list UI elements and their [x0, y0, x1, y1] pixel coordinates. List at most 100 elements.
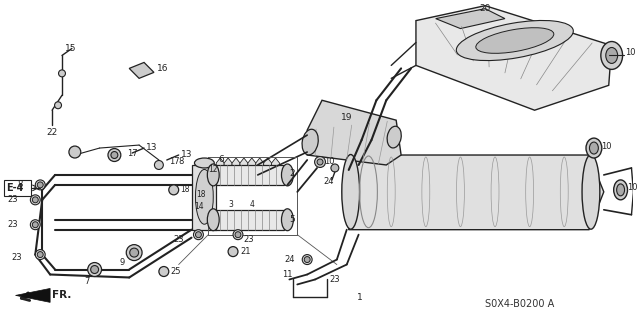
Ellipse shape: [154, 160, 163, 169]
Ellipse shape: [304, 256, 310, 263]
Text: FR.: FR.: [52, 290, 72, 300]
Polygon shape: [15, 288, 50, 302]
Ellipse shape: [456, 20, 573, 61]
Text: 10: 10: [601, 142, 611, 151]
Text: 13: 13: [180, 150, 192, 159]
Polygon shape: [129, 63, 154, 78]
Ellipse shape: [282, 164, 293, 186]
Text: 1: 1: [356, 293, 362, 302]
Text: 11: 11: [282, 270, 293, 279]
Text: 22: 22: [47, 128, 58, 137]
Text: 16: 16: [157, 64, 168, 73]
Polygon shape: [240, 158, 248, 182]
Text: 18: 18: [196, 190, 206, 199]
Polygon shape: [416, 6, 612, 110]
Text: 23: 23: [12, 253, 22, 262]
Ellipse shape: [195, 158, 214, 168]
Text: 2: 2: [289, 169, 295, 178]
Ellipse shape: [317, 159, 323, 165]
Ellipse shape: [30, 195, 40, 205]
Text: 12: 12: [208, 166, 218, 174]
Ellipse shape: [589, 142, 598, 154]
Ellipse shape: [108, 149, 121, 161]
Bar: [4, 180, 31, 196]
Ellipse shape: [586, 138, 602, 158]
Polygon shape: [216, 158, 224, 182]
Text: 13: 13: [146, 143, 157, 152]
Ellipse shape: [235, 232, 241, 238]
Text: 5: 5: [289, 215, 295, 224]
Ellipse shape: [282, 209, 293, 231]
Text: 23: 23: [8, 195, 19, 204]
Text: 8: 8: [17, 180, 22, 189]
Text: 21: 21: [240, 247, 250, 256]
Ellipse shape: [331, 164, 339, 172]
Text: 23: 23: [243, 235, 253, 244]
Text: 19: 19: [341, 113, 353, 122]
Ellipse shape: [233, 230, 243, 240]
Ellipse shape: [169, 185, 179, 195]
Ellipse shape: [69, 146, 81, 158]
Text: 10: 10: [324, 158, 335, 167]
Text: 23: 23: [173, 235, 184, 244]
Text: 24: 24: [285, 255, 295, 264]
Polygon shape: [307, 100, 401, 165]
Bar: [191, 165, 216, 230]
Ellipse shape: [35, 180, 45, 190]
Text: 6: 6: [218, 155, 224, 165]
Ellipse shape: [582, 154, 600, 229]
Ellipse shape: [207, 164, 219, 186]
Ellipse shape: [614, 180, 628, 200]
Text: 23: 23: [329, 275, 340, 284]
Text: 4: 4: [250, 200, 255, 209]
Text: 25: 25: [171, 267, 181, 276]
Text: 20: 20: [479, 4, 491, 13]
Text: 10: 10: [628, 183, 638, 192]
Ellipse shape: [315, 157, 326, 167]
Polygon shape: [248, 158, 256, 182]
Ellipse shape: [35, 249, 45, 260]
Ellipse shape: [54, 102, 61, 109]
Ellipse shape: [387, 126, 401, 148]
Text: 8: 8: [178, 158, 184, 167]
Ellipse shape: [342, 154, 360, 229]
Text: 15: 15: [65, 44, 76, 53]
Ellipse shape: [33, 197, 38, 203]
Polygon shape: [271, 158, 280, 182]
Ellipse shape: [37, 252, 44, 257]
Ellipse shape: [33, 222, 38, 228]
Ellipse shape: [195, 169, 213, 224]
Text: 17: 17: [169, 158, 179, 167]
Ellipse shape: [130, 248, 139, 257]
Polygon shape: [256, 158, 264, 182]
Text: 18: 18: [180, 185, 190, 194]
Text: 14: 14: [195, 202, 204, 211]
Ellipse shape: [195, 232, 202, 238]
Text: 7: 7: [84, 277, 90, 286]
Ellipse shape: [37, 182, 44, 188]
Ellipse shape: [601, 41, 623, 70]
Ellipse shape: [302, 255, 312, 264]
Ellipse shape: [606, 48, 618, 63]
Ellipse shape: [159, 267, 169, 277]
Ellipse shape: [111, 152, 118, 159]
Text: 23: 23: [8, 220, 19, 229]
Text: S0X4-B0200 A: S0X4-B0200 A: [485, 299, 554, 309]
Text: E-4: E-4: [6, 183, 23, 193]
Ellipse shape: [617, 184, 625, 196]
Polygon shape: [224, 158, 232, 182]
Polygon shape: [232, 158, 240, 182]
Bar: [215, 165, 284, 185]
Ellipse shape: [193, 230, 204, 240]
Ellipse shape: [58, 70, 65, 77]
Ellipse shape: [302, 129, 318, 155]
Polygon shape: [436, 9, 505, 29]
Ellipse shape: [476, 28, 554, 53]
Ellipse shape: [91, 265, 99, 273]
Ellipse shape: [126, 245, 142, 261]
Polygon shape: [349, 155, 604, 230]
Text: 17: 17: [127, 149, 138, 158]
Text: 3: 3: [228, 200, 233, 209]
Ellipse shape: [207, 209, 219, 231]
Ellipse shape: [30, 220, 40, 230]
